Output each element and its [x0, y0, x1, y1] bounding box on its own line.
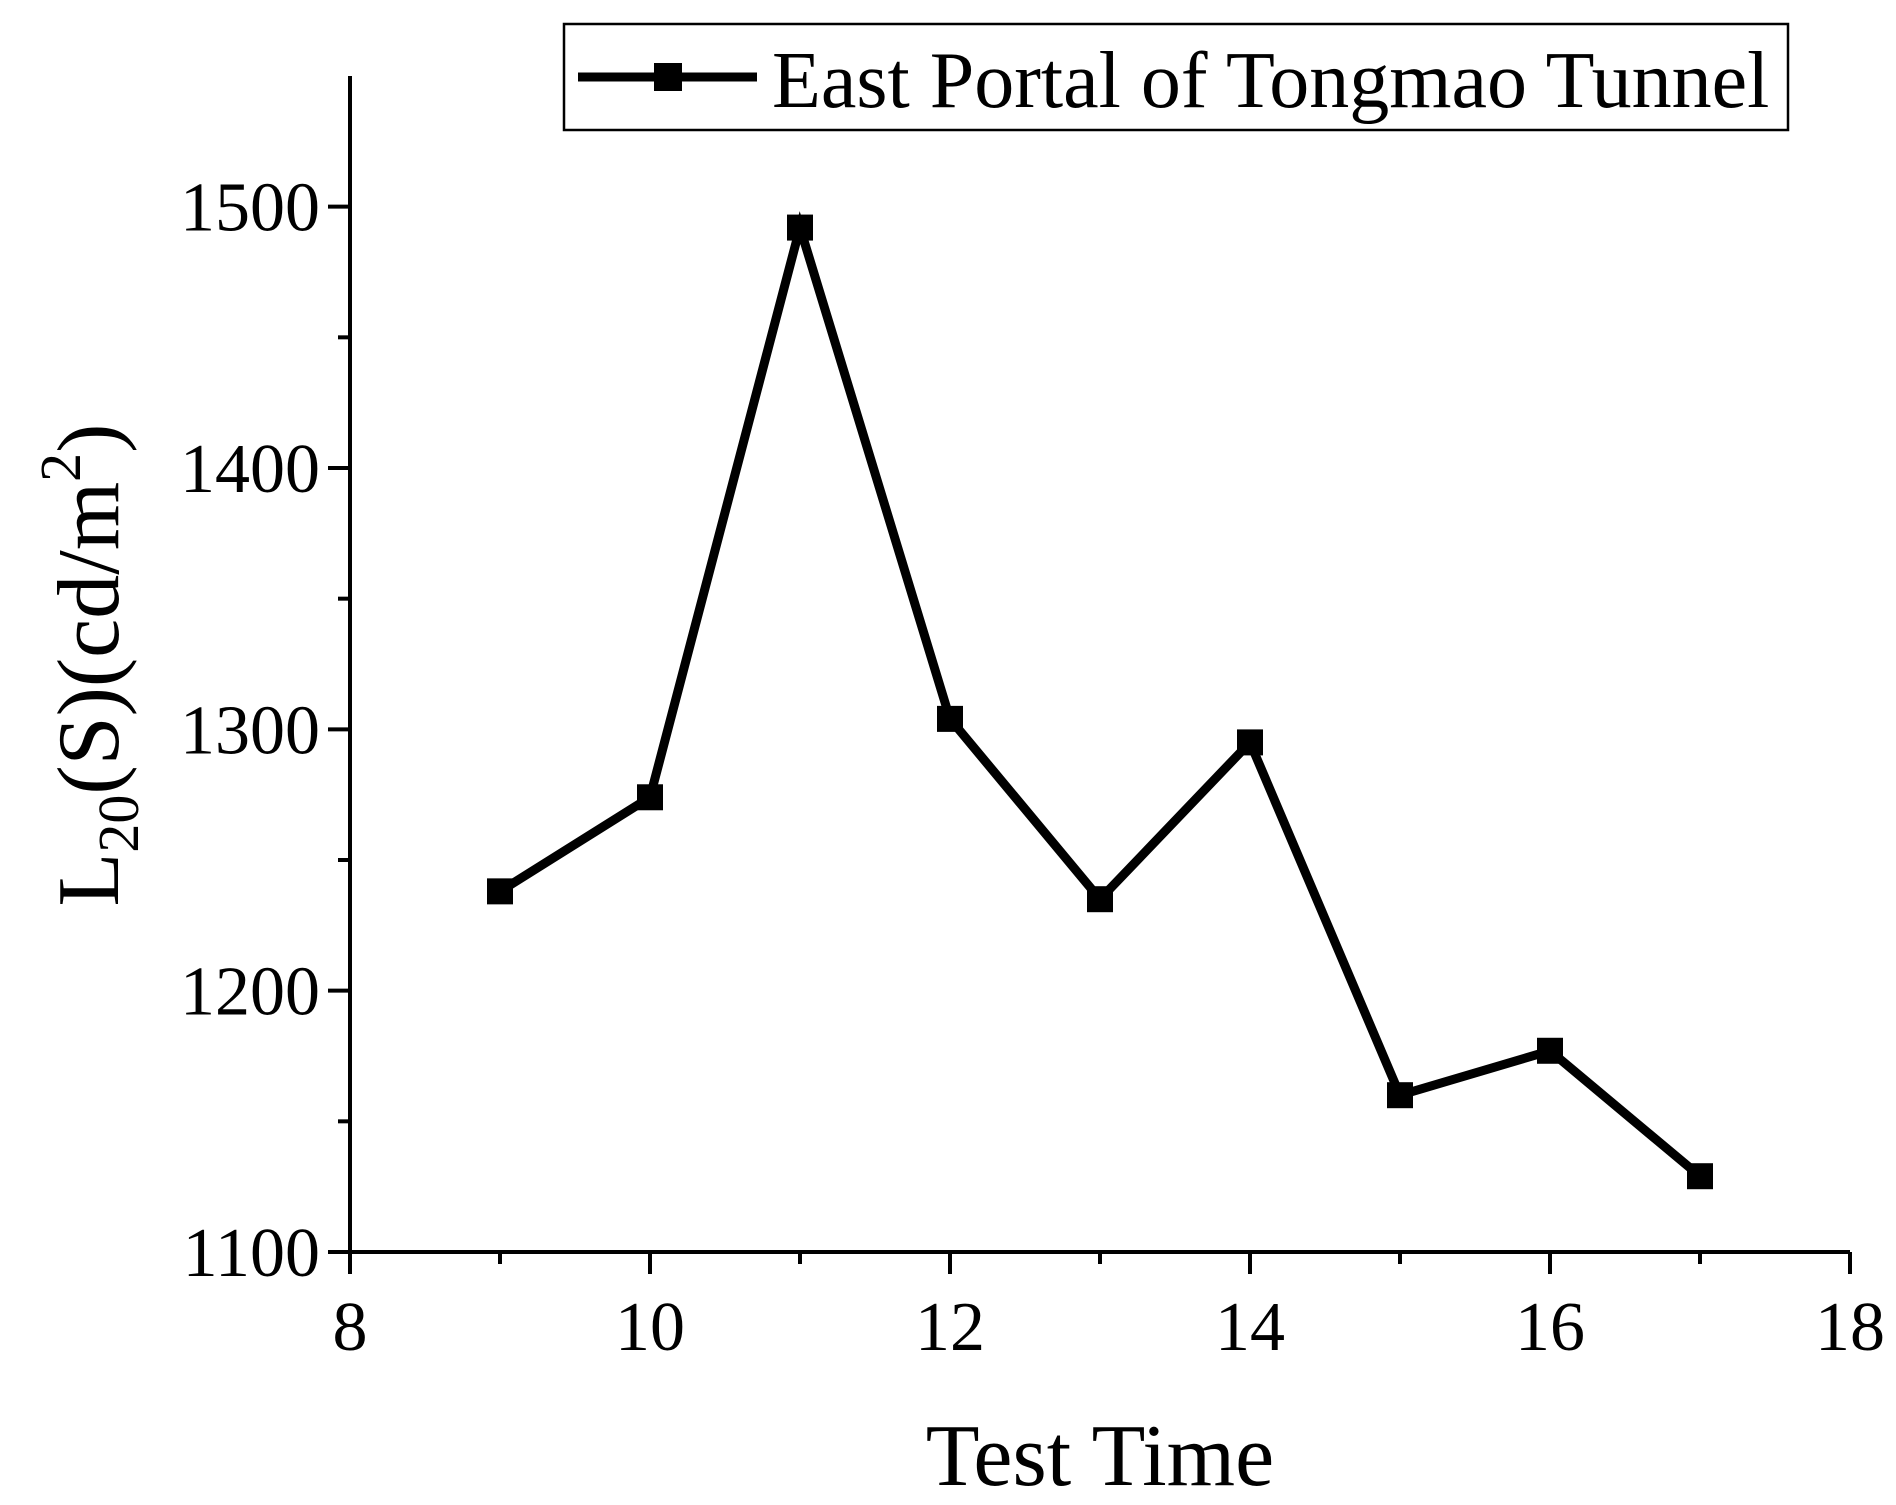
data-point-9 [487, 878, 513, 905]
y-tick-label-1300: 1300 [180, 692, 320, 769]
data-point-13 [1087, 886, 1113, 913]
y-axis-ticks: 1100 1200 1300 1400 1500 [180, 170, 350, 1292]
data-point-14 [1237, 729, 1263, 756]
axes [348, 76, 1850, 1254]
data-point-11 [787, 214, 813, 241]
x-tick-label-14: 14 [1215, 1289, 1285, 1366]
x-tick-label-18: 18 [1815, 1289, 1885, 1366]
y-tick-label-1100: 1100 [183, 1215, 320, 1292]
data-point-17 [1687, 1163, 1713, 1190]
series-line-0 [497, 211, 1703, 1180]
data-point-12 [937, 705, 963, 732]
x-tick-label-12: 12 [915, 1289, 985, 1366]
data-point-16 [1537, 1037, 1563, 1064]
legend-label: East Portal of Tongmao Tunnel [772, 37, 1769, 125]
x-tick-label-16: 16 [1515, 1289, 1585, 1366]
y-axis-label: L20(S)(cd/m2) [28, 424, 151, 907]
y-axis-label-subscript: 20 [86, 795, 151, 853]
data-point-10 [637, 784, 663, 811]
series-layer [487, 211, 1713, 1190]
legend: East Portal of Tongmao Tunnel [562, 22, 1790, 132]
x-axis-ticks: 8 10 12 14 16 18 [333, 1252, 1885, 1366]
x-tick-label-10: 10 [615, 1289, 685, 1366]
legend-box [562, 22, 1790, 132]
legend-marker-swatch [654, 63, 682, 91]
y-tick-label-1500: 1500 [180, 170, 320, 247]
x-axis-label: Test Time [926, 1408, 1274, 1505]
y-tick-label-1400: 1400 [180, 431, 320, 508]
y-tick-label-1200: 1200 [180, 954, 320, 1031]
y-axis-label-end: ) [41, 424, 138, 453]
data-point-15 [1387, 1082, 1413, 1109]
x-tick-label-8: 8 [333, 1289, 368, 1366]
y-axis-label-middle: (S)(cd/m [41, 482, 138, 795]
y-axis-label-superscript: 2 [28, 453, 93, 482]
y-axis-label-base: L [41, 853, 138, 907]
